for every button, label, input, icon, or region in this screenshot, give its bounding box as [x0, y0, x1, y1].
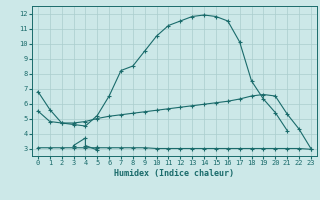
X-axis label: Humidex (Indice chaleur): Humidex (Indice chaleur): [115, 169, 234, 178]
